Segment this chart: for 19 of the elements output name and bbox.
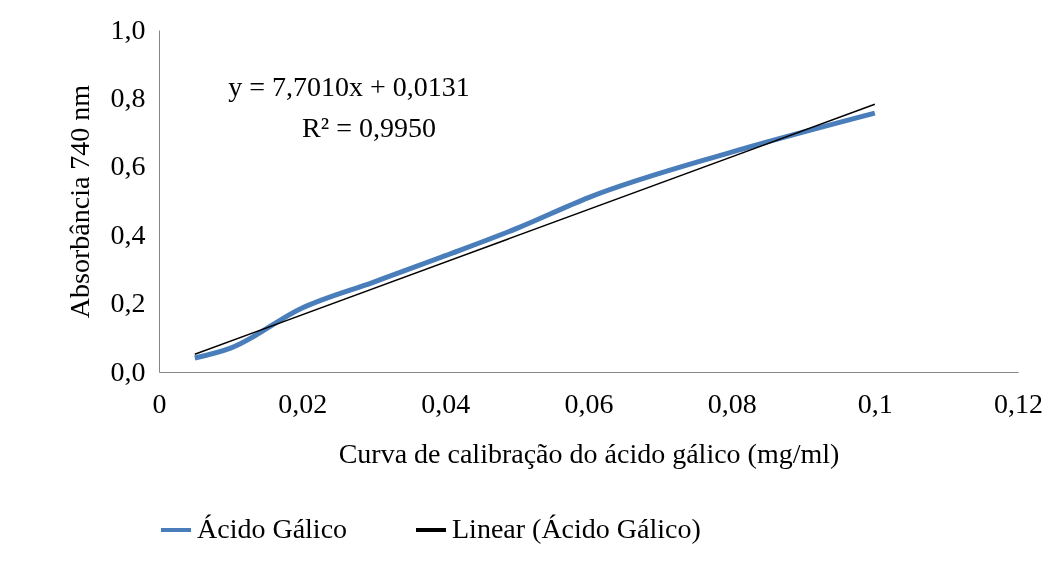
x-tick-label: 0,1: [857, 387, 893, 419]
legend-label: Linear (Ácido Gálico): [452, 513, 701, 544]
x-tick-label: 0,06: [564, 387, 614, 419]
legend-label: Ácido Gálico: [197, 513, 348, 544]
annotation: R² = 0,9950: [302, 112, 436, 143]
y-tick-label: 0,0: [110, 355, 146, 387]
y-tick-label: 0,8: [110, 81, 146, 113]
y-axis-title: Absorbância 740 nm: [63, 84, 95, 319]
y-tick-label: 0,2: [110, 287, 146, 319]
y-tick-label: 1,0: [110, 13, 146, 45]
y-tick-label: 0,6: [110, 150, 146, 182]
x-tick-label: 0,02: [278, 387, 328, 419]
x-tick-label: 0,12: [994, 387, 1043, 419]
x-tick-label: 0,08: [707, 387, 757, 419]
y-tick-label: 0,4: [110, 218, 146, 250]
x-tick-label: 0,04: [421, 387, 471, 419]
x-axis-title: Curva de calibração do ácido gálico (mg/ml): [338, 437, 840, 469]
x-tick-label: 0: [152, 387, 167, 419]
annotation: y = 7,7010x + 0,0131: [228, 71, 470, 102]
